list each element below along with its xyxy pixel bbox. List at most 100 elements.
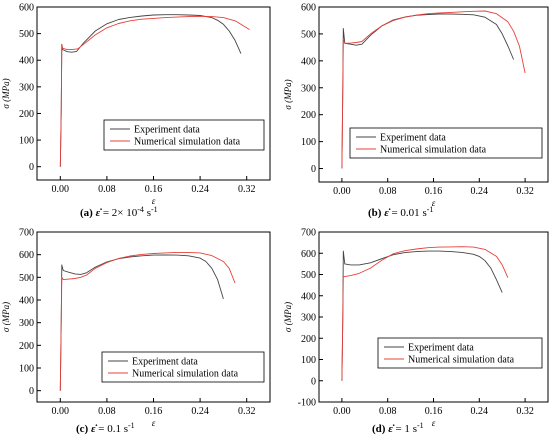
caption-unit: s xyxy=(410,423,417,435)
x-tick-label: 0.08 xyxy=(98,406,116,417)
caption-letter: (d) xyxy=(372,423,388,435)
caption-unit-exponent: -1 xyxy=(417,421,424,430)
simulation-data-line xyxy=(341,246,509,381)
x-axis-label: ε xyxy=(152,418,156,428)
experiment-data-line xyxy=(59,254,224,391)
caption-unit-exponent: -1 xyxy=(427,205,434,214)
x-tick-label: 0.16 xyxy=(425,406,443,417)
experiment-data-line xyxy=(59,14,242,167)
x-tick-label: 0.08 xyxy=(98,184,116,195)
legend-entry: Numerical simulation data xyxy=(134,137,241,148)
simulation-data-line xyxy=(341,10,526,169)
legend-box xyxy=(101,351,265,383)
y-tick-label: 100 xyxy=(301,137,316,148)
y-axis-label: σ (MPa) xyxy=(283,302,293,332)
caption-exponent: -4 xyxy=(137,205,144,214)
panel-caption: (d) ε̇ = 1 s-1 xyxy=(372,421,424,435)
experiment-data-line xyxy=(341,250,503,381)
chart-panel-1: 0.00 0.08 0.16 0.24 0.32 0 100 200 300 400 500 600 ε… xyxy=(1,3,271,219)
y-axis-label: σ (MPa) xyxy=(283,79,293,109)
caption-unit: s xyxy=(420,207,427,219)
y-tick-label: 300 xyxy=(301,313,316,324)
x-tick-label: 0.24 xyxy=(471,186,489,197)
x-axis-label: ε xyxy=(152,196,156,206)
caption-letter: (b) xyxy=(368,207,384,219)
x-tick-label: 0.32 xyxy=(238,406,256,417)
legend-entry: Experiment data xyxy=(134,125,200,136)
legend-box xyxy=(349,127,543,159)
y-tick-label: 400 xyxy=(19,296,34,307)
y-tick-label: 200 xyxy=(19,341,34,352)
caption-symbol: ε̇ xyxy=(384,207,391,219)
legend-box xyxy=(377,337,543,369)
caption-unit: s xyxy=(121,423,128,435)
legend-entry: Experiment data xyxy=(380,133,446,144)
y-tick-label: 300 xyxy=(19,318,34,329)
x-tick-label: 0.16 xyxy=(145,184,163,195)
y-tick-label: 200 xyxy=(301,110,316,121)
y-tick-label: 500 xyxy=(301,270,316,281)
x-tick-label: 0.08 xyxy=(379,186,397,197)
y-tick-label: 700 xyxy=(301,228,316,239)
y-tick-label: 300 xyxy=(301,83,316,94)
x-tick-label: 0.16 xyxy=(425,186,443,197)
y-tick-label: 200 xyxy=(19,109,34,120)
y-tick-label: 500 xyxy=(19,29,34,40)
y-axis-label: σ (MPa) xyxy=(1,78,11,108)
caption-letter: (c) xyxy=(76,423,91,435)
caption-symbol: ε̇ xyxy=(91,423,98,435)
panel-caption: (a) ε̇ = 2× 10-4 s-1 xyxy=(80,205,158,219)
legend-entry: Numerical simulation data xyxy=(132,369,239,380)
y-tick-label: 0 xyxy=(29,386,34,397)
simulation-data-line xyxy=(59,251,236,391)
caption-value: = 1 xyxy=(395,423,409,435)
legend-entry: Numerical simulation data xyxy=(380,145,487,156)
y-tick-label: 600 xyxy=(19,3,34,14)
x-tick-label: 0.08 xyxy=(379,406,397,417)
x-tick-label: 0.32 xyxy=(516,406,534,417)
legend-box xyxy=(103,119,265,151)
y-tick-label: 100 xyxy=(19,364,34,375)
legend-entry: Experiment data xyxy=(132,357,198,368)
y-tick-label: 500 xyxy=(301,29,316,40)
y-tick-label: 300 xyxy=(19,82,34,93)
y-tick-label: 100 xyxy=(19,136,34,147)
y-tick-label: 600 xyxy=(19,250,34,261)
y-tick-label: 400 xyxy=(19,56,34,67)
caption-unit-exponent: -1 xyxy=(128,421,135,430)
x-tick-label: 0.32 xyxy=(238,184,256,195)
y-tick-label: 400 xyxy=(301,291,316,302)
x-tick-label: 0.24 xyxy=(471,406,489,417)
plot-frame xyxy=(36,6,271,181)
x-axis-label: ε xyxy=(432,418,436,428)
y-tick-label: 400 xyxy=(301,56,316,67)
panel-caption: (b) ε̇ = 0.01 s-1 xyxy=(368,205,433,219)
plot-frame xyxy=(318,231,549,403)
chart-panel-4: 0.00 0.08 0.16 0.24 0.32 -100 0 100 200 300 400 500… xyxy=(283,228,549,435)
y-tick-label: 200 xyxy=(301,334,316,345)
x-tick-label: 0.00 xyxy=(333,406,351,417)
y-tick-label: 500 xyxy=(19,273,34,284)
y-tick-label: 0 xyxy=(311,164,316,175)
chart-panel-3: 0.00 0.08 0.16 0.24 0.32 0 100 200 300 400 500 600 7… xyxy=(1,228,271,435)
y-tick-label: 0 xyxy=(29,162,34,173)
caption-value: = 2× 10 xyxy=(103,207,138,219)
caption-value: = 0.01 xyxy=(391,207,419,219)
x-tick-label: 0.16 xyxy=(145,406,163,417)
legend-entry: Numerical simulation data xyxy=(408,355,515,366)
y-tick-label: 700 xyxy=(19,228,34,239)
caption-symbol: ε̇ xyxy=(96,207,103,219)
x-tick-label: 0.32 xyxy=(516,186,534,197)
caption-symbol: ε̇ xyxy=(388,423,395,435)
x-tick-label: 0.00 xyxy=(52,406,70,417)
y-tick-label: 0 xyxy=(311,376,316,387)
caption-unit-exponent: -1 xyxy=(151,205,158,214)
y-axis-label: σ (MPa) xyxy=(1,302,11,332)
y-tick-label: 600 xyxy=(301,249,316,260)
x-tick-label: 0.00 xyxy=(333,186,351,197)
